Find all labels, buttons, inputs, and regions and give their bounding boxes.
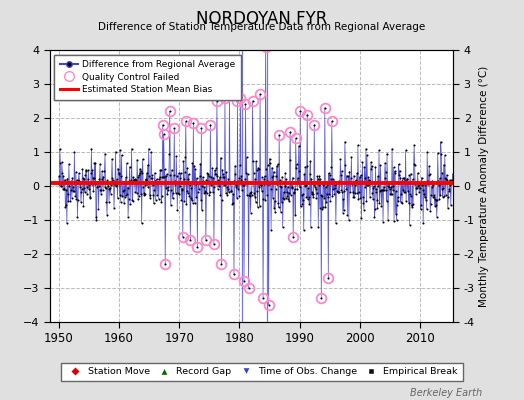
Text: Difference of Station Temperature Data from Regional Average: Difference of Station Temperature Data f… [99,22,425,32]
Legend: Difference from Regional Average, Quality Control Failed, Estimated Station Mean: Difference from Regional Average, Qualit… [54,54,241,100]
Text: Berkeley Earth: Berkeley Earth [410,388,482,398]
Text: NORDOYAN FYR: NORDOYAN FYR [196,10,328,28]
Y-axis label: Monthly Temperature Anomaly Difference (°C): Monthly Temperature Anomaly Difference (… [479,65,489,307]
Legend: Station Move, Record Gap, Time of Obs. Change, Empirical Break: Station Move, Record Gap, Time of Obs. C… [61,363,463,381]
